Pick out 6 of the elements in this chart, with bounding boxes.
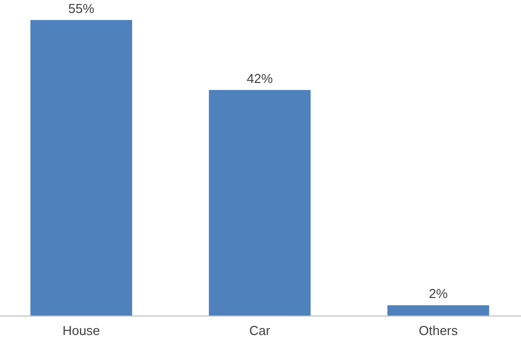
data-label: 55% xyxy=(68,1,95,16)
data-label: 2% xyxy=(428,286,448,302)
data-label: 42% xyxy=(246,70,274,86)
x-tick-label: Others xyxy=(418,323,458,338)
x-tick-label: Car xyxy=(249,323,271,338)
x-tick-label: House xyxy=(62,323,100,338)
